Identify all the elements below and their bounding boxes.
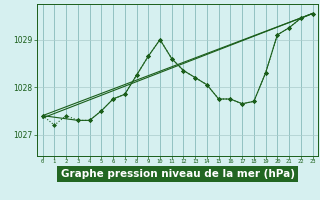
X-axis label: Graphe pression niveau de la mer (hPa): Graphe pression niveau de la mer (hPa) [60, 169, 295, 179]
